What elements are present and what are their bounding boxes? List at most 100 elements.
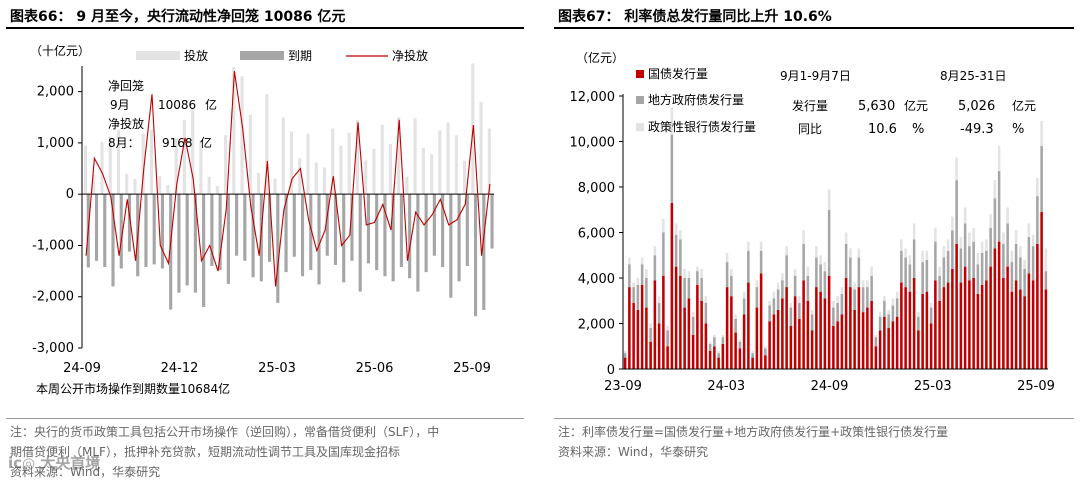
gov-bond-bar (1027, 273, 1031, 369)
local-bond-bar (662, 232, 665, 276)
gov-bond-bar (789, 325, 793, 369)
local-bond-bar (946, 250, 950, 283)
gov-bond-bar (904, 287, 907, 369)
policy-bond-bar (721, 334, 725, 338)
inject-bar (314, 162, 318, 195)
inject-bar (405, 176, 409, 195)
local-bond-bar (853, 289, 856, 310)
local-bond-bar (704, 303, 708, 324)
legend-swatch-inject (136, 51, 180, 60)
gov-bond-bar (849, 287, 852, 369)
legend-label-policy: 政策性银行债发行量 (648, 119, 756, 134)
inject-bar (240, 76, 244, 195)
mature-bar (317, 194, 321, 285)
inject-bar (92, 174, 96, 195)
local-bond-bar (785, 255, 788, 288)
local-bond-bar (921, 262, 924, 294)
policy-bond-bar (912, 223, 916, 240)
table-row1-value-previous: 5,026 (958, 99, 995, 114)
inject-bar (191, 108, 195, 195)
mature-bar (169, 194, 173, 310)
inject-bar (289, 131, 294, 195)
policy-bond-bar (687, 271, 691, 278)
gov-bond-bar (632, 303, 635, 369)
policy-bond-bar (959, 237, 963, 249)
local-bond-bar (764, 348, 767, 356)
mature-bar (383, 194, 387, 277)
gov-bond-bar (725, 287, 729, 369)
gov-bond-bar (657, 323, 661, 369)
mature-bar (276, 194, 280, 303)
inject-bar (355, 119, 360, 195)
right-y-tick-label: 6,000 (578, 227, 615, 242)
gov-bond-bar (908, 291, 912, 369)
right-y-tick-label: 2,000 (578, 318, 615, 333)
gov-bond-bar (734, 332, 737, 369)
local-bond-bar (874, 337, 878, 347)
mature-bar (235, 194, 239, 256)
inject-bar (256, 172, 261, 195)
left-foot-rule (6, 418, 524, 419)
inject-bar (100, 141, 104, 195)
mature-bar (177, 194, 181, 293)
local-bond-bar (861, 287, 865, 313)
local-bond-bar (1027, 237, 1031, 274)
gov-bond-bar (836, 321, 839, 369)
gov-bond-bar (640, 284, 644, 369)
legend-label-mature: 到期 (288, 49, 312, 63)
policy-bond-bar (700, 268, 703, 278)
local-bond-bar (963, 223, 967, 267)
policy-bond-bar (934, 227, 937, 242)
inject-bar (454, 135, 458, 195)
inject-bar (125, 173, 129, 195)
inject-bar (83, 145, 88, 195)
policy-bond-bar (844, 232, 848, 244)
left-x-tick-label: 25-09 (453, 361, 491, 376)
policy-bond-bar (942, 246, 946, 258)
legend-swatch-gov (636, 70, 644, 78)
policy-bond-bar (696, 266, 699, 272)
policy-bond-bar (806, 266, 810, 276)
policy-bond-bar (908, 255, 912, 265)
mature-bar (391, 194, 395, 282)
local-bond-bar (645, 278, 648, 308)
gov-bond-bar (1010, 291, 1014, 369)
gov-bond-bar (810, 330, 814, 369)
left-y-tick-label: 0 (66, 187, 74, 202)
gov-bond-bar (938, 300, 941, 369)
local-bond-bar (666, 330, 669, 347)
local-bond-bar (708, 343, 712, 351)
gov-bond-bar (751, 357, 754, 369)
right-x-tick-label: 23-09 (604, 379, 642, 394)
inject-bar (224, 135, 228, 195)
local-bond-bar (849, 257, 852, 288)
gov-bond-bar (993, 248, 997, 369)
policy-bond-bar (653, 246, 657, 256)
policy-bond-bar (895, 291, 899, 299)
mature-bar (284, 194, 288, 273)
policy-bond-bar (951, 216, 954, 231)
gov-bond-bar (1031, 280, 1035, 369)
mature-bar (268, 194, 272, 262)
left-chart-title: 图表66： 9 月至今，央行流动性净回笼 10086 亿元 (10, 9, 346, 25)
local-bond-bar (895, 298, 899, 317)
gov-bond-bar (764, 355, 767, 369)
policy-bond-bar (891, 298, 895, 306)
left-y-tick-label: -2,000 (32, 290, 74, 305)
local-bond-bar (700, 278, 703, 301)
gov-bond-bar (857, 287, 861, 369)
gov-bond-bar (997, 241, 1001, 369)
local-bond-bar (674, 234, 678, 267)
gov-bond-bar (713, 346, 716, 369)
policy-bond-bar (963, 207, 967, 224)
left-y-tick-label: -1,000 (32, 238, 74, 253)
gov-bond-bar (963, 266, 967, 369)
gov-bond-bar (912, 278, 916, 369)
gov-bond-bar (870, 300, 873, 369)
policy-bond-bar (679, 230, 682, 240)
local-bond-bar (755, 287, 759, 308)
policy-bond-bar (1031, 234, 1035, 247)
gov-bond-bar (840, 314, 844, 369)
left-title-rule (6, 27, 524, 29)
gov-bond-bar (946, 282, 950, 369)
